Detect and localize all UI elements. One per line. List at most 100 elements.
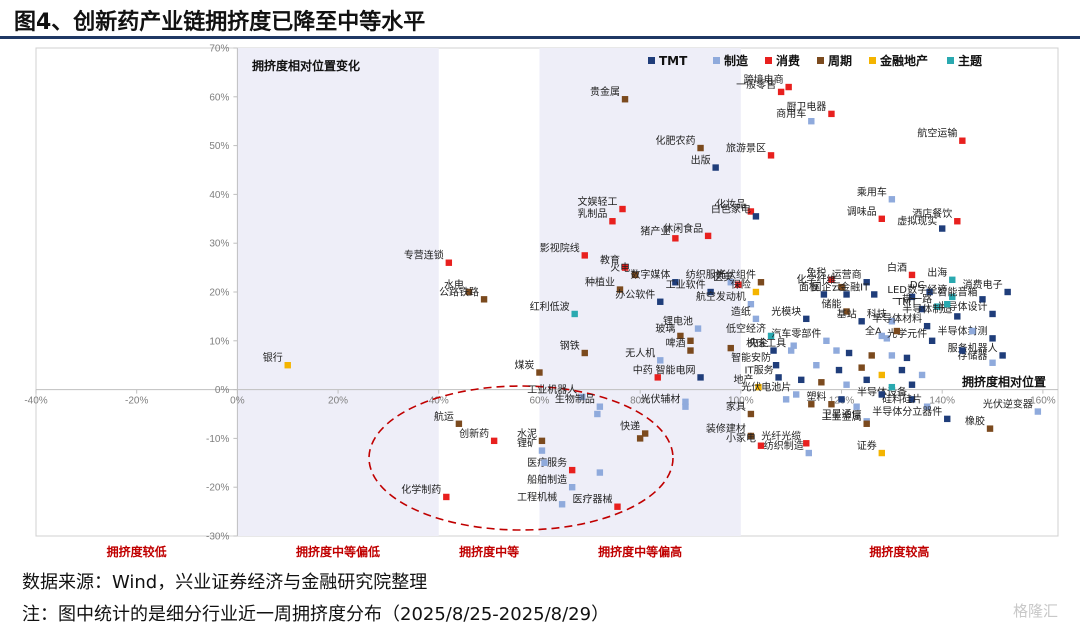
point-label: 数字经济 — [907, 283, 947, 296]
point-label: 消费电子 — [963, 278, 1003, 291]
data-point — [805, 449, 812, 457]
data-point — [933, 303, 941, 310]
y-tick-label: 20% — [209, 288, 229, 299]
point-label: 种植业 — [585, 276, 615, 289]
data-point — [609, 218, 616, 225]
data-point — [828, 401, 835, 408]
data-point — [803, 315, 810, 323]
point-label: 基站 — [837, 307, 857, 320]
data-point — [631, 271, 639, 279]
point-label: 化肥农药 — [656, 134, 696, 147]
point-label: 出版 — [691, 154, 711, 167]
data-point — [790, 342, 797, 349]
data-point — [772, 362, 780, 369]
data-point — [747, 301, 755, 308]
point-label: 工程机械 — [517, 490, 557, 503]
data-point — [687, 337, 694, 344]
point-label: 地产 — [733, 373, 753, 386]
point-label: IT服务 — [745, 363, 774, 376]
data-point — [823, 337, 830, 344]
data-point — [954, 313, 961, 320]
data-point — [443, 493, 450, 501]
point-label: 锂电池 — [663, 315, 693, 328]
data-point — [959, 347, 966, 354]
point-label: 航运 — [434, 410, 454, 423]
point-label: 卫星通信 — [822, 408, 862, 420]
point-label: 橡胶 — [965, 415, 985, 428]
data-point — [908, 271, 916, 279]
legend-label: 制造 — [724, 53, 749, 68]
data-point — [787, 347, 795, 354]
point-label: 小家电 — [726, 432, 756, 445]
point-label: 国企云 — [812, 280, 842, 293]
data-point — [752, 213, 760, 220]
data-point — [657, 357, 664, 364]
x-tick-label: 160% — [1030, 396, 1056, 407]
data-point — [888, 196, 896, 203]
data-point — [979, 296, 986, 303]
data-point — [641, 430, 649, 437]
data-point — [490, 437, 498, 445]
point-label: 光伏逆变器 — [983, 398, 1033, 411]
data-point — [672, 279, 679, 286]
point-label: 储能 — [822, 298, 842, 311]
zone-band — [237, 48, 439, 536]
data-point — [541, 459, 548, 466]
data-point — [712, 164, 719, 171]
point-label: 猪产业 — [640, 224, 670, 237]
point-label: 半导体制造 — [902, 302, 952, 315]
legend: TMT 制造 消费 周期 金融地产 主题 — [648, 53, 983, 68]
page-title: 图4、创新药产业链拥挤度已降至中等水平 — [14, 10, 426, 35]
point-label: 光学元件 — [887, 327, 927, 340]
zone-label: 拥挤度较低 — [107, 544, 167, 559]
point-label: 文娱轻工 — [578, 195, 618, 208]
data-point — [636, 435, 644, 442]
data-point — [558, 501, 566, 508]
data-point — [1034, 408, 1042, 415]
y-tick-label: -10% — [206, 434, 229, 445]
data-point — [727, 279, 734, 286]
data-point — [465, 288, 473, 296]
source-note: 数据来源：Wind，兴业证券经济与金融研究院整理 — [22, 572, 428, 593]
data-point — [818, 379, 825, 386]
legend-label: 主题 — [958, 53, 983, 68]
data-point — [480, 296, 488, 303]
data-point — [755, 383, 762, 391]
data-point — [677, 332, 684, 340]
point-label: 酒店餐饮 — [912, 207, 952, 220]
data-point — [871, 291, 878, 298]
point-label: 工业软件 — [666, 278, 706, 291]
data-point — [579, 393, 586, 401]
data-point — [614, 503, 621, 510]
data-point — [697, 374, 704, 381]
zone-label: 拥挤度中等偏低 — [296, 544, 380, 559]
data-point — [747, 432, 755, 440]
zone-layer: 拥挤度较低 拥挤度中等偏低 拥挤度中等 拥挤度中等偏高 拥挤度较高 — [107, 48, 929, 559]
point-label: TMT — [895, 297, 918, 308]
point-label: 啤酒 — [665, 338, 685, 350]
data-point — [770, 347, 777, 354]
zone-label: 拥挤度中等 — [459, 544, 519, 559]
data-point — [445, 259, 453, 266]
data-point — [928, 337, 936, 344]
point-label: 旅游景区 — [726, 141, 766, 154]
legend-label: TMT — [659, 54, 688, 68]
point-label: 工业机器人 — [527, 383, 577, 396]
legend-label: 周期 — [828, 53, 852, 68]
data-point — [568, 466, 576, 474]
point-label: 虚拟现实 — [897, 215, 937, 228]
data-point — [682, 403, 689, 410]
data-point — [863, 376, 870, 384]
point-label: 教育 — [600, 254, 620, 267]
point-label: 水泥 — [517, 427, 537, 440]
point-label: 央企 — [749, 337, 769, 350]
y-tick-label: 70% — [209, 44, 229, 55]
point-label: 证券 — [857, 439, 877, 452]
data-point — [747, 208, 755, 215]
data-point — [878, 371, 885, 379]
data-point — [944, 301, 951, 308]
point-label: 免税 — [806, 266, 826, 279]
data-point — [621, 264, 629, 271]
data-point — [727, 344, 734, 352]
point-label: 运营商 — [832, 268, 862, 281]
